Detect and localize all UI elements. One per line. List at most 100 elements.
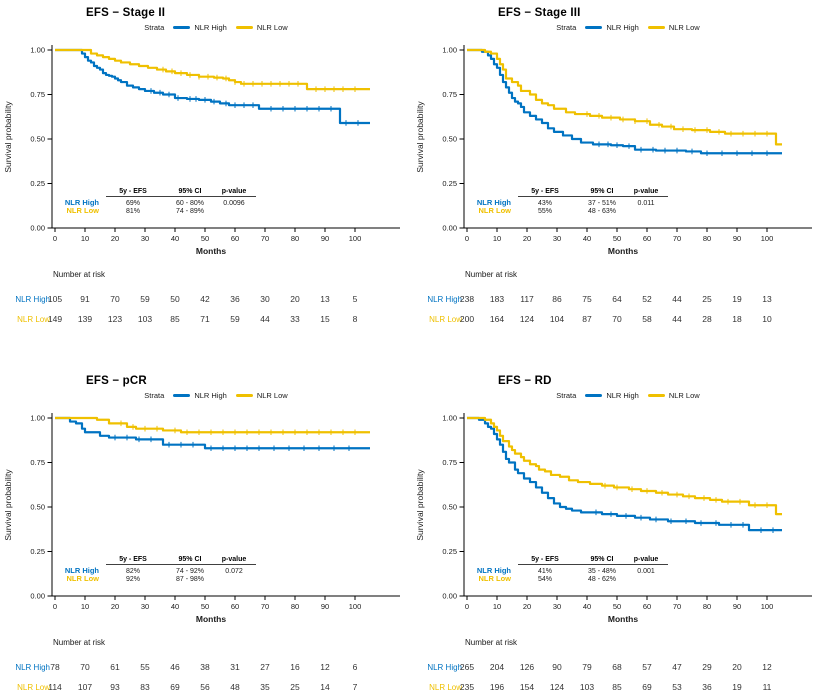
risk-count: 59 [140,294,150,304]
risk-count: 64 [612,294,622,304]
x-tick-label: 0 [53,234,57,243]
x-tick-label: 100 [349,234,362,243]
survival-curve-high [55,416,370,450]
risk-count: 117 [520,294,534,304]
y-tick-label: 0.50 [30,135,45,144]
risk-count: 105 [48,294,62,304]
x-tick-label: 10 [81,602,89,611]
stats-row-label: NLR Low [67,574,100,583]
risk-count: 103 [138,314,152,324]
risk-count: 19 [732,682,742,692]
stats-col-header: 5y - EFS [119,556,147,563]
risk-count: 55 [140,662,150,672]
stats-col-header: 95% CI [591,188,614,195]
risk-row-label: NLR High [15,295,50,304]
risk-row-label: NLR Low [429,315,462,324]
legend: Strata NLR High NLR Low [412,389,824,402]
legend-item-nlr-low: NLR Low [647,23,700,32]
y-tick-label: 0.00 [442,224,457,233]
survival-curve-high [467,48,782,155]
stats-efs-value: 41% [538,568,552,575]
risk-count: 44 [672,314,682,324]
risk-count: 235 [460,682,474,692]
risk-count: 19 [732,294,742,304]
legend-label-nlr-low: NLR Low [668,23,700,32]
x-tick-label: 50 [201,602,209,611]
risk-count: 35 [260,682,270,692]
x-tick-label: 0 [465,602,469,611]
risk-count: 27 [260,662,270,672]
legend-item-nlr-high: NLR High [173,23,227,32]
x-tick-label: 0 [53,602,57,611]
risk-row-label: NLR Low [429,683,462,692]
risk-count: 48 [230,682,240,692]
risk-count: 13 [762,294,772,304]
legend-strata-label: Strata [144,23,165,32]
km-panel: EFS − Stage III Strata NLR High NLR Low … [412,0,825,368]
risk-count: 154 [520,682,534,692]
legend-strata-label: Strata [144,391,165,400]
risk-count: 7 [353,682,358,692]
risk-count: 78 [50,662,60,672]
legend-item-nlr-low: NLR Low [647,391,700,400]
risk-count: 59 [230,314,240,324]
stats-efs-value: 69% [126,200,140,207]
risk-count: 85 [170,314,180,324]
x-tick-label: 60 [643,234,651,243]
x-tick-label: 80 [703,602,711,611]
stats-row-label: NLR High [477,566,512,575]
risk-count: 28 [702,314,712,324]
stats-annotation: 5y - EFS 95% CI p-value NLR High 43% 37 - 51%… [477,188,668,215]
legend-item-nlr-high: NLR High [585,23,639,32]
km-chart: 1.00 0.75 0.50 0.25 0.00 0 10 20 30 40 50 60 70 80 90 1… [3,45,400,256]
risk-count: 68 [612,662,622,672]
legend-label-nlr-high: NLR High [606,23,639,32]
risk-count: 14 [320,682,330,692]
risk-count: 71 [200,314,210,324]
x-tick-label: 50 [201,234,209,243]
y-axis-title: Survival probability [3,469,13,541]
legend: Strata NLR High NLR Low [0,389,412,402]
stats-col-header: p-value [222,188,247,195]
legend-strata-label: Strata [556,23,577,32]
x-tick-label: 20 [111,234,119,243]
x-tick-label: 10 [81,234,89,243]
x-axis-title: Months [196,614,226,624]
stats-col-header: p-value [634,556,659,563]
risk-count: 149 [48,314,62,324]
risk-count: 58 [642,314,652,324]
stats-row-label: NLR High [65,198,100,207]
risk-count: 36 [702,682,712,692]
risk-count: 29 [702,662,712,672]
risk-count: 36 [230,294,240,304]
x-tick-label: 50 [613,234,621,243]
risk-count: 20 [732,662,742,672]
y-tick-label: 0.50 [30,503,45,512]
x-tick-label: 40 [171,234,179,243]
risk-count: 47 [672,662,682,672]
y-tick-label: 0.00 [30,592,45,601]
x-tick-label: 70 [261,602,269,611]
y-tick-label: 0.25 [442,179,457,188]
x-tick-label: 90 [321,602,329,611]
x-tick-label: 40 [583,234,591,243]
stats-ci-value: 60 - 80% [176,200,204,207]
km-panel: EFS − RD Strata NLR High NLR Low 1.00 0.7… [412,368,825,695]
x-tick-label: 60 [231,602,239,611]
risk-count: 70 [110,294,120,304]
stats-p-value: 0.0096 [223,200,245,207]
y-tick-label: 0.00 [30,224,45,233]
risk-count: 13 [320,294,330,304]
risk-count: 25 [290,682,300,692]
x-axis-title: Months [608,614,638,624]
panel-title: EFS − pCR [86,375,147,387]
stats-efs-value: 55% [538,208,552,215]
survival-curve-high [55,48,370,125]
risk-count: 91 [80,294,90,304]
x-tick-label: 10 [493,602,501,611]
x-tick-label: 90 [321,234,329,243]
y-tick-label: 0.75 [30,90,45,99]
stats-row-label: NLR High [477,198,512,207]
